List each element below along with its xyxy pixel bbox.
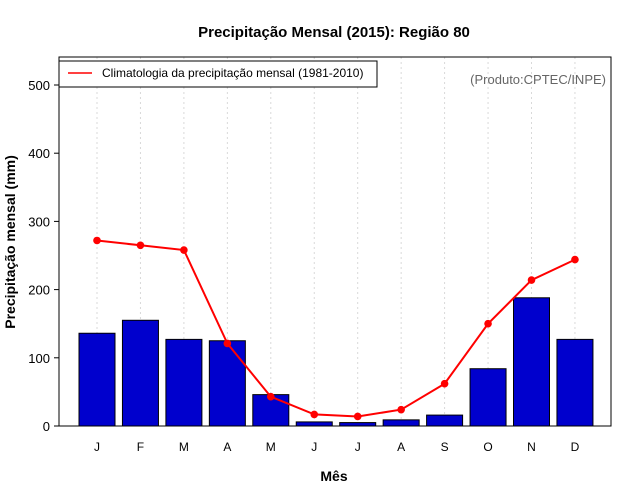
climatology-point <box>223 339 232 348</box>
climatology-point <box>180 246 188 254</box>
climatology-point <box>484 319 492 328</box>
legend-label: Climatologia da precipitação mensal (198… <box>102 66 363 80</box>
x-tick-label: S <box>441 440 449 454</box>
chart-title: Precipitação Mensal (2015): Região 80 <box>198 24 470 41</box>
y-axis-title: Precipitação mensal (mm) <box>2 155 18 329</box>
bar <box>469 368 507 427</box>
climatology-point <box>571 255 579 264</box>
bar <box>513 297 550 427</box>
bar <box>295 421 333 427</box>
x-tick-label: J <box>94 440 100 454</box>
y-tick-label: 400 <box>28 146 50 161</box>
x-tick-label: J <box>311 440 317 454</box>
y-tick-label: 300 <box>28 214 50 229</box>
y-tick-label: 500 <box>28 78 50 93</box>
bar <box>556 338 594 427</box>
y-tick-label: 200 <box>28 283 50 298</box>
climatology-point <box>310 410 319 419</box>
y-axis: 0 100 200 300 400 500 <box>28 78 59 434</box>
x-tick-label: O <box>483 440 492 454</box>
climatology-point <box>527 276 536 284</box>
x-tick-label: J <box>355 440 361 454</box>
y-tick-label: 100 <box>28 351 50 366</box>
grid-lines <box>96 57 576 426</box>
x-tick-label: N <box>527 440 536 454</box>
climatology-point <box>93 236 101 245</box>
bar <box>165 338 203 427</box>
x-tick-label: M <box>266 440 276 454</box>
climatology-point <box>440 379 449 388</box>
x-tick-label: F <box>137 440 144 454</box>
x-tick-label: M <box>179 440 189 454</box>
bar <box>382 419 420 427</box>
climatology-line-group <box>93 236 579 421</box>
bar <box>208 340 246 427</box>
bar <box>78 332 116 427</box>
bar <box>426 414 464 427</box>
climatology-point <box>397 405 405 414</box>
climatology-point <box>353 412 362 421</box>
x-axis-title: Mês <box>320 468 347 484</box>
bars <box>78 297 594 427</box>
climatology-point <box>267 392 275 401</box>
x-tick-label: D <box>571 440 580 454</box>
x-tick-label: A <box>223 440 231 454</box>
climatology-line <box>96 239 576 418</box>
legend: Climatologia da precipitação mensal (198… <box>58 60 378 88</box>
bar <box>339 422 377 427</box>
x-tick-label: A <box>397 440 405 454</box>
climatology-point <box>136 241 145 250</box>
legend-box <box>58 60 378 88</box>
product-credit: (Produto:CPTEC/INPE) <box>470 72 606 87</box>
plot-frame <box>58 56 612 427</box>
bar <box>121 319 159 427</box>
y-tick-label: 0 <box>43 419 50 434</box>
